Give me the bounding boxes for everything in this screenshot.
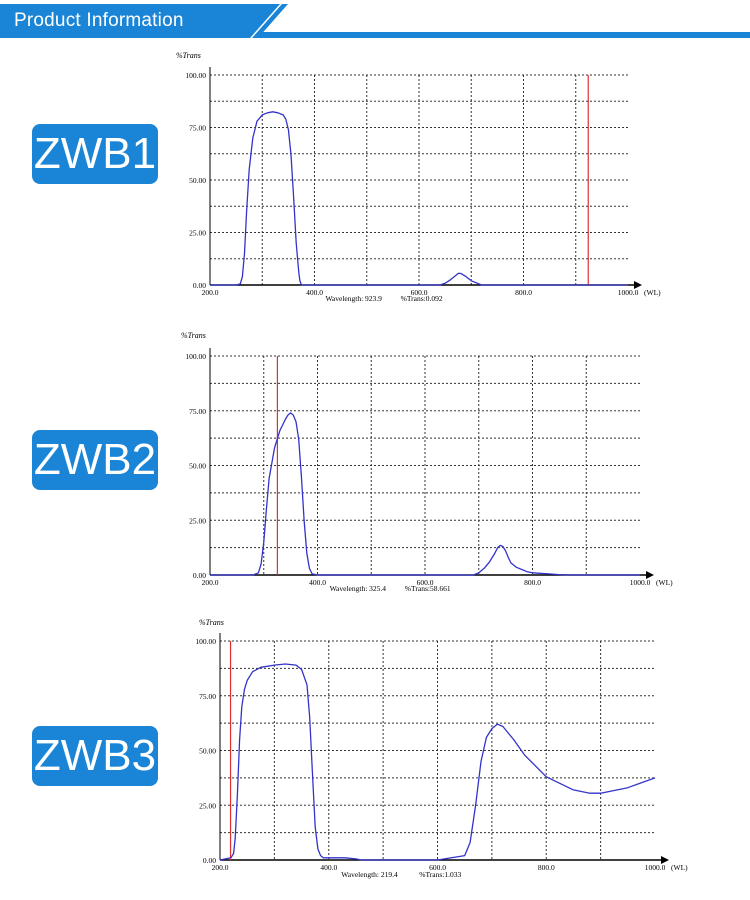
x-unit-label: (WL)	[671, 863, 688, 872]
readout-trans: %Trans:1.033	[419, 870, 461, 879]
y-tick-label: 25.00	[189, 229, 206, 238]
x-tick-label: 600.0	[429, 863, 446, 872]
x-tick-label: 200.0	[202, 578, 219, 587]
x-unit-label: (WL)	[644, 288, 661, 297]
x-tick-label: 200.0	[212, 863, 229, 872]
y-tick-label: 0.00	[193, 571, 206, 580]
y-tick-label: 75.00	[189, 407, 206, 416]
readout-trans: %Trans:0.092	[401, 294, 443, 303]
chart-1-badge: ZWB1	[32, 124, 158, 184]
y-tick-label: 100.00	[195, 637, 216, 646]
header-band	[0, 0, 750, 40]
x-tick-label: 1000.0	[630, 578, 651, 587]
y-tick-label: 0.00	[203, 856, 216, 865]
x-tick-label: 600.0	[417, 578, 434, 587]
x-tick-label: 800.0	[515, 288, 532, 297]
readout-wavelength: Wavelength: 923.9	[325, 294, 382, 303]
readout-wavelength: Wavelength: 219.4	[341, 870, 398, 879]
chart-3-badge: ZWB3	[32, 726, 158, 786]
header-title: Product Information	[14, 10, 184, 31]
x-axis-arrow	[646, 571, 654, 579]
y-tick-label: 25.00	[189, 516, 206, 525]
y-tick-label: 100.00	[185, 352, 206, 361]
y-axis-label: %Trans	[199, 618, 224, 627]
x-tick-label: 200.0	[202, 288, 219, 297]
chart-2-badge: ZWB2	[32, 430, 158, 490]
x-tick-label: 600.0	[411, 288, 428, 297]
x-tick-label: 400.0	[320, 863, 337, 872]
x-tick-label: 1000.0	[618, 288, 639, 297]
y-tick-label: 50.00	[189, 176, 206, 185]
x-tick-label: 1000.0	[645, 863, 666, 872]
y-axis-label: %Trans	[176, 51, 201, 60]
series-line	[219, 663, 656, 861]
series-line	[210, 111, 628, 286]
series-line	[210, 412, 640, 576]
y-tick-label: 25.00	[199, 801, 216, 810]
x-tick-label: 400.0	[309, 578, 326, 587]
readout-trans: %Trans:58.661	[405, 584, 451, 593]
x-axis-arrow	[634, 281, 642, 289]
x-tick-label: 800.0	[538, 863, 555, 872]
chart-3-plot	[219, 633, 669, 864]
chart-1-plot	[209, 67, 642, 289]
y-tick-label: 75.00	[199, 692, 216, 701]
chart-2-plot	[209, 348, 654, 579]
x-unit-label: (WL)	[656, 578, 673, 587]
y-axis-label: %Trans	[181, 331, 206, 340]
y-tick-label: 100.00	[185, 71, 206, 80]
y-tick-label: 75.00	[189, 124, 206, 133]
y-tick-label: 0.00	[193, 281, 206, 290]
y-tick-label: 50.00	[199, 747, 216, 756]
x-tick-label: 400.0	[306, 288, 323, 297]
x-tick-label: 800.0	[524, 578, 541, 587]
readout-wavelength: Wavelength: 325.4	[330, 584, 387, 593]
y-tick-label: 50.00	[189, 462, 206, 471]
x-axis-arrow	[661, 856, 669, 864]
